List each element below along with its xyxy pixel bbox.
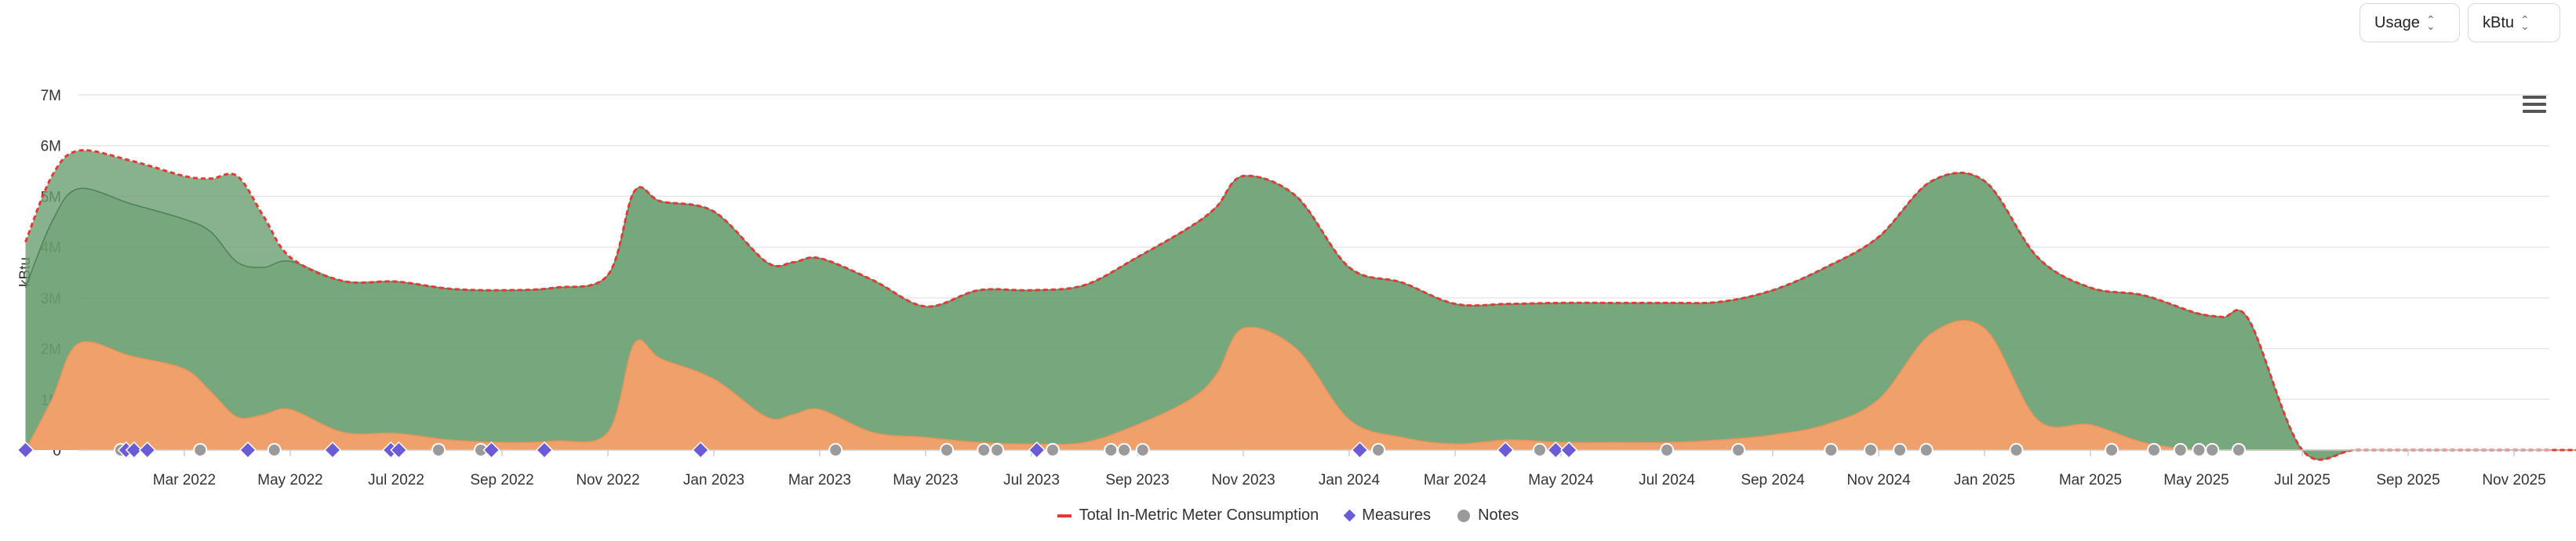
x-tick-label: Jan 2024 — [1319, 472, 1381, 488]
x-tick-label: May 2025 — [2163, 472, 2229, 488]
measure-marker[interactable] — [390, 441, 408, 459]
metric-select-label: Usage — [2374, 13, 2420, 31]
x-axis: Mar 2022 May 2022 Jul 2022 Sep 2022 Nov 2022… — [78, 449, 2549, 488]
note-marker[interactable] — [2192, 443, 2207, 457]
measure-marker[interactable] — [1547, 441, 1565, 459]
x-tick-label: Sep 2022 — [470, 472, 533, 488]
note-marker[interactable] — [1824, 443, 1839, 457]
x-tick-label: Jul 2022 — [368, 472, 424, 488]
measure-marker[interactable] — [535, 441, 554, 459]
note-marker[interactable] — [1533, 443, 1547, 457]
note-marker[interactable] — [193, 443, 208, 457]
note-marker[interactable] — [1731, 443, 1746, 457]
legend-total-label: Total In-Metric Meter Consumption — [1079, 507, 1319, 524]
x-tick-label: May 2023 — [893, 472, 958, 488]
measure-marker[interactable] — [482, 441, 500, 459]
x-tick-label: Sep 2025 — [2376, 472, 2440, 488]
unit-select-label: kBtu — [2483, 13, 2515, 31]
note-marker[interactable] — [2232, 443, 2246, 457]
x-tick-label: Jan 2025 — [1954, 472, 2015, 488]
red-line-icon — [1057, 514, 1072, 517]
x-tick-label: Jul 2025 — [2274, 472, 2330, 488]
updown-chevron-icon: ⌃ ⌄ — [2520, 13, 2530, 32]
measure-marker[interactable] — [238, 441, 257, 459]
x-tick-label: Nov 2023 — [1211, 472, 1275, 488]
x-tick-label: Mar 2022 — [153, 472, 216, 488]
note-marker[interactable] — [940, 443, 954, 457]
legend-item-notes[interactable]: Notes — [1457, 507, 1519, 525]
note-marker[interactable] — [1863, 443, 1878, 457]
note-marker[interactable] — [2205, 443, 2220, 457]
x-tick-label: Nov 2025 — [2482, 472, 2545, 488]
chart-legend: Total In-Metric Meter Consumption Measur… — [0, 507, 2576, 525]
measure-marker[interactable] — [323, 441, 342, 459]
x-tick-label: Sep 2023 — [1105, 472, 1169, 488]
orange-area — [25, 320, 2576, 451]
note-marker[interactable] — [2147, 443, 2161, 457]
x-tick-label: Nov 2022 — [576, 472, 639, 488]
measure-marker[interactable] — [1560, 441, 1578, 459]
note-marker[interactable] — [828, 443, 843, 457]
note-marker[interactable] — [1371, 443, 1386, 457]
measure-marker[interactable] — [1028, 441, 1046, 459]
note-marker[interactable] — [1135, 443, 1150, 457]
note-marker[interactable] — [2009, 443, 2024, 457]
hamburger-menu-icon[interactable] — [2523, 96, 2546, 116]
measure-marker[interactable] — [16, 441, 35, 459]
note-marker[interactable] — [2105, 443, 2119, 457]
x-tick-label: Mar 2023 — [788, 472, 851, 488]
x-tick-label: Mar 2025 — [2059, 472, 2122, 488]
circle-icon — [1457, 509, 1471, 522]
total-series-line — [24, 149, 2576, 461]
x-tick-label: Jul 2023 — [1003, 472, 1060, 488]
series-areas — [24, 149, 2576, 461]
orange-series-line — [24, 320, 2576, 452]
legend-item-total[interactable]: Total In-Metric Meter Consumption — [1057, 507, 1319, 525]
measure-marker[interactable] — [138, 441, 156, 459]
diamond-icon — [1344, 509, 1356, 522]
x-tick-label: May 2022 — [257, 472, 322, 488]
legend-measures-label: Measures — [1362, 507, 1432, 524]
measure-marker[interactable] — [1351, 441, 1369, 459]
legend-item-measures[interactable]: Measures — [1344, 507, 1432, 525]
y-tick-label: 6M — [41, 139, 61, 155]
event-markers — [16, 441, 2246, 459]
measure-marker[interactable] — [692, 441, 710, 459]
measure-marker[interactable] — [1497, 441, 1515, 459]
x-tick-label: May 2024 — [1528, 472, 1594, 488]
updown-chevron-icon: ⌃ ⌄ — [2425, 13, 2436, 32]
note-marker[interactable] — [1117, 443, 1132, 457]
note-marker[interactable] — [1919, 443, 1934, 457]
note-marker[interactable] — [1660, 443, 1674, 457]
note-marker[interactable] — [1104, 443, 1119, 457]
x-tick-label: Sep 2024 — [1741, 472, 1805, 488]
y-tick-label: 0 — [53, 443, 61, 459]
note-marker[interactable] — [1893, 443, 1907, 457]
unit-select[interactable]: kBtu ⌃ ⌄ — [2468, 3, 2560, 42]
note-marker[interactable] — [431, 443, 446, 457]
x-tick-label: Mar 2024 — [1424, 472, 1487, 488]
note-marker[interactable] — [267, 443, 282, 457]
x-tick-label: Jan 2023 — [683, 472, 744, 488]
measure-marker[interactable] — [125, 441, 143, 459]
metric-select[interactable]: Usage ⌃ ⌄ — [2360, 3, 2460, 42]
y-tick-label: 7M — [41, 88, 61, 104]
x-tick-label: Nov 2024 — [1846, 472, 1911, 488]
x-tick-label: Jul 2024 — [1639, 472, 1695, 488]
note-marker[interactable] — [1046, 443, 1060, 457]
note-marker[interactable] — [990, 443, 1005, 457]
note-marker[interactable] — [2173, 443, 2188, 457]
legend-notes-label: Notes — [1478, 507, 1519, 524]
note-marker[interactable] — [977, 443, 991, 457]
